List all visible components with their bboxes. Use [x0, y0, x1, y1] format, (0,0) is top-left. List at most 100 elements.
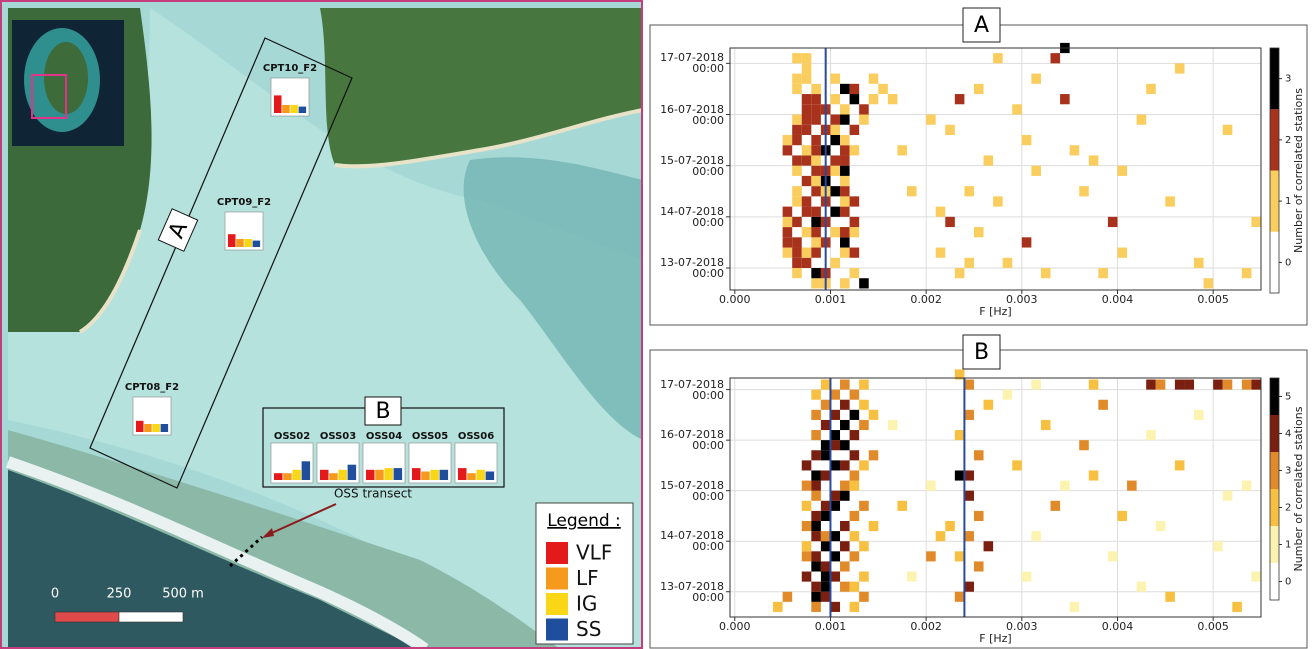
heat-cell	[811, 511, 821, 521]
colorbar-tick-label: 3	[1285, 466, 1291, 477]
heat-cell	[821, 561, 831, 571]
heat-cell	[1098, 268, 1108, 278]
heat-cell	[792, 115, 802, 125]
heat-cell	[850, 602, 860, 612]
heat-cell	[993, 53, 1003, 63]
heat-cell	[926, 551, 936, 561]
heat-cell	[964, 470, 974, 480]
x-tick-label: 0.002	[910, 293, 942, 306]
heat-cell	[859, 104, 869, 114]
heat-cell	[811, 135, 821, 145]
heat-cell	[802, 460, 812, 470]
heat-cell	[1117, 166, 1127, 176]
heat-cell	[1031, 380, 1041, 390]
scale-label: 0	[51, 587, 59, 602]
heat-cell	[1156, 521, 1166, 531]
heat-cell	[840, 135, 850, 145]
heat-cell	[811, 155, 821, 165]
heat-cell	[811, 602, 821, 612]
colorbar-tick-label: 1	[1285, 196, 1291, 207]
legend-swatch	[546, 619, 568, 641]
heat-cell	[802, 145, 812, 155]
heat-cell	[1146, 430, 1156, 440]
heat-cell	[955, 430, 965, 440]
heat-cell	[802, 551, 812, 561]
heat-cell	[1251, 572, 1261, 582]
amplitude-bar	[375, 470, 384, 480]
heat-cell	[792, 196, 802, 206]
heat-cell	[859, 420, 869, 430]
amplitude-bar	[144, 424, 152, 432]
amplitude-bar	[394, 468, 403, 480]
heat-cell	[792, 53, 802, 63]
panel-title: A	[974, 13, 989, 38]
heat-cell	[840, 481, 850, 491]
heat-cell	[821, 380, 831, 390]
colorbar-tick-label: 0	[1285, 577, 1291, 588]
heat-cell	[811, 551, 821, 561]
heat-cell	[840, 541, 850, 551]
heat-cell	[850, 84, 860, 94]
amplitude-bar	[290, 105, 298, 113]
heat-cell	[840, 155, 850, 165]
colorbar-tick-label: 4	[1285, 429, 1291, 440]
amplitude-bar	[282, 105, 290, 113]
heat-cell	[830, 166, 840, 176]
heat-cell	[830, 531, 840, 541]
heat-cell	[821, 450, 831, 460]
heat-cell	[1156, 380, 1166, 390]
legend-label: IG	[576, 592, 597, 616]
heat-cell	[802, 104, 812, 114]
colorbar-segment	[1270, 232, 1279, 293]
heat-cell	[792, 268, 802, 278]
heat-cell	[840, 491, 850, 501]
heat-cell	[792, 248, 802, 258]
colorbar-tick-label: 3	[1285, 74, 1291, 85]
heat-cell	[1242, 481, 1252, 491]
heat-cell	[821, 501, 831, 511]
heat-cell	[840, 460, 850, 470]
heat-cell	[840, 166, 850, 176]
heat-cell	[964, 186, 974, 196]
heat-cell	[802, 521, 812, 531]
heat-cell	[1146, 380, 1156, 390]
station-label: CPT08_F2	[125, 382, 179, 393]
heat-cell	[1098, 400, 1108, 410]
heat-cell	[1165, 592, 1175, 602]
scale-label: 500 m	[162, 587, 204, 602]
heat-cell	[859, 380, 869, 390]
heat-cell	[840, 400, 850, 410]
heat-cell	[811, 94, 821, 104]
heat-cell	[1165, 196, 1175, 206]
heat-cell	[811, 561, 821, 571]
heat-cell	[840, 582, 850, 592]
heat-cell	[840, 145, 850, 155]
heat-cell	[1089, 155, 1099, 165]
x-tick-label: 0.000	[719, 293, 751, 306]
heat-cell	[840, 380, 850, 390]
x-tick-label: 0.005	[1197, 620, 1229, 633]
amplitude-bar	[458, 468, 467, 480]
heat-cell	[830, 227, 840, 237]
heat-cell	[850, 268, 860, 278]
heat-cell	[811, 268, 821, 278]
heat-cell	[1213, 541, 1223, 551]
heat-cell	[1089, 380, 1099, 390]
heat-cell	[773, 602, 783, 612]
heat-cell	[850, 481, 860, 491]
heat-cell	[811, 390, 821, 400]
heat-cell	[1251, 217, 1261, 227]
amplitude-bar	[292, 470, 301, 480]
heat-cell	[945, 217, 955, 227]
amplitude-bar	[299, 107, 307, 113]
y-tick-label: 16-07-2018 00:00	[644, 429, 724, 451]
heat-cell	[821, 541, 831, 551]
heat-cell	[1242, 380, 1252, 390]
heat-cell	[792, 155, 802, 165]
heat-cell	[830, 186, 840, 196]
amplitude-bar	[366, 470, 375, 480]
station-label: OSS05	[412, 431, 448, 442]
colorbar-segment	[1270, 378, 1279, 415]
amplitude-bar	[329, 473, 338, 480]
amplitude-bar	[283, 473, 292, 480]
